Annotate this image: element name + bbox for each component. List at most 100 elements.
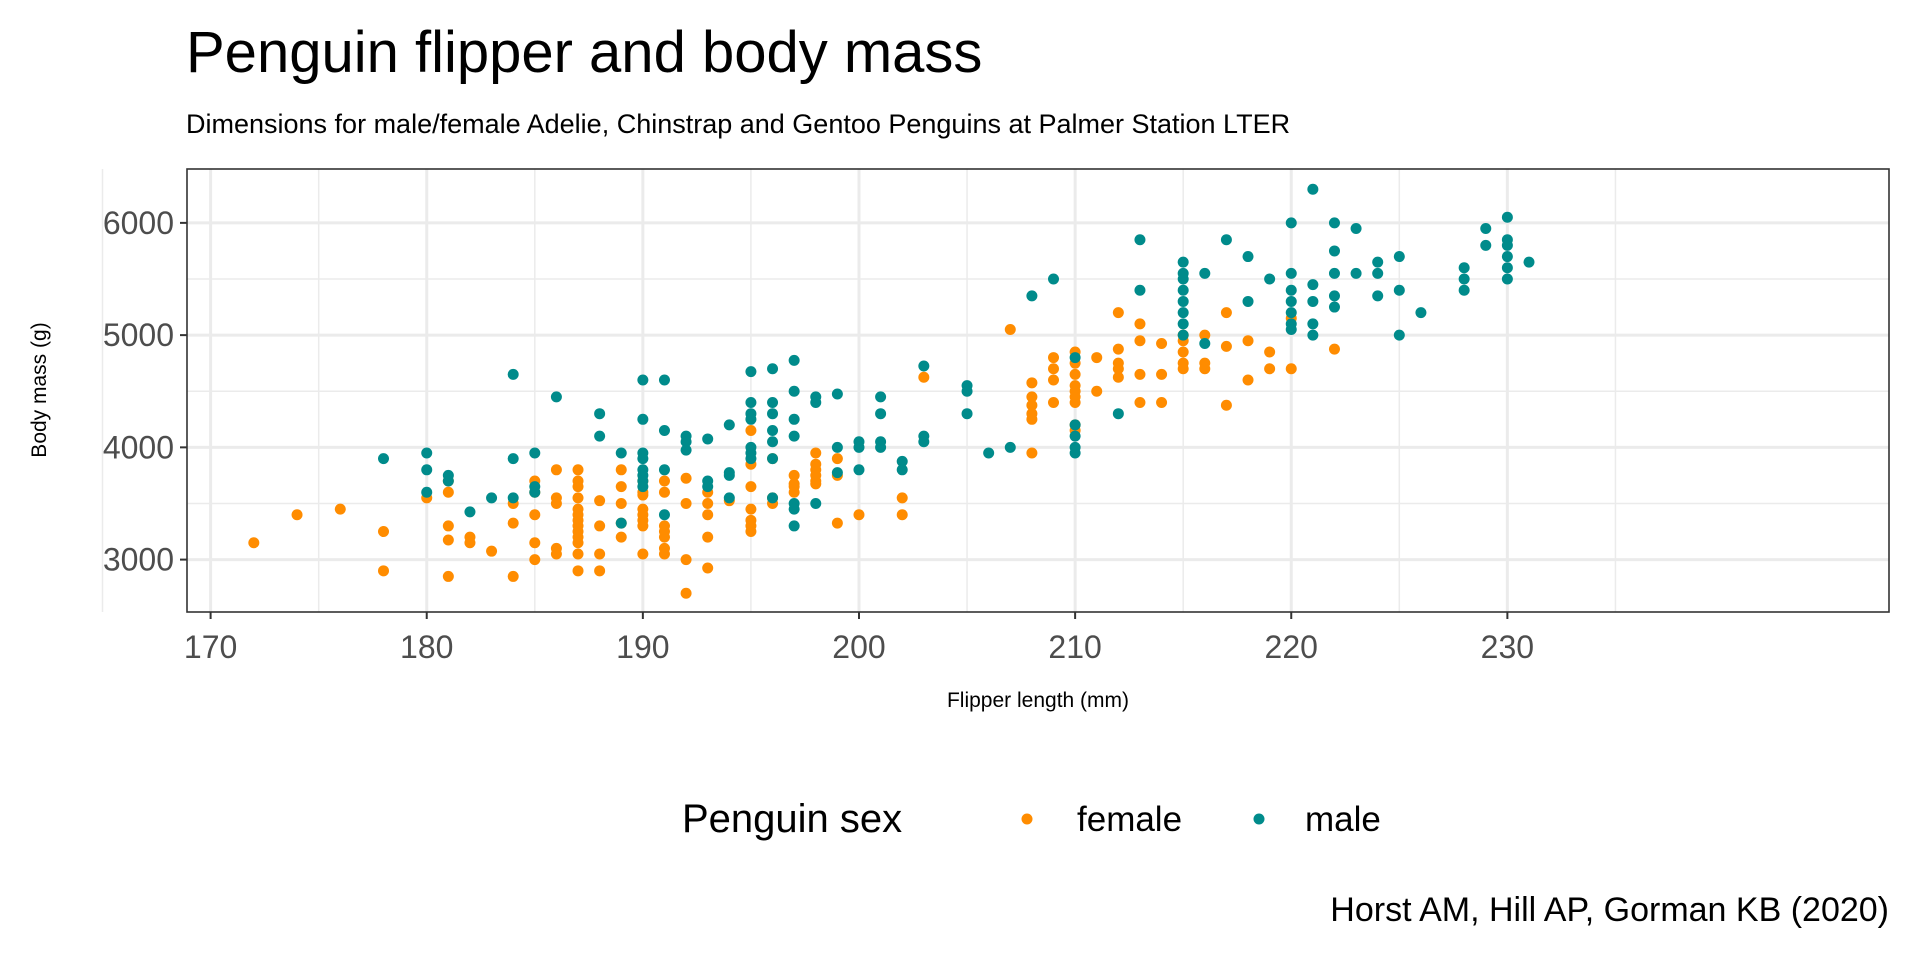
point-male [853, 464, 865, 476]
point-female [702, 497, 714, 509]
point-female [529, 509, 541, 521]
point-female [1264, 363, 1276, 375]
point-female [1026, 447, 1038, 459]
legend-label-male: male [1305, 800, 1381, 839]
point-female [594, 565, 606, 577]
point-male [723, 419, 735, 431]
plot-panel-border [186, 168, 1890, 613]
point-female [464, 537, 476, 549]
point-male [1220, 234, 1232, 246]
point-female [1091, 352, 1103, 364]
point-female [1242, 335, 1254, 347]
point-female [680, 472, 692, 484]
point-male [745, 413, 757, 425]
point-male [1199, 267, 1211, 279]
point-female [1048, 352, 1060, 364]
y-tick-label: 6000 [103, 205, 174, 241]
point-female [1048, 374, 1060, 386]
point-female [378, 565, 390, 577]
point-female [486, 545, 498, 557]
data-points [248, 183, 1535, 599]
point-male [1264, 273, 1276, 285]
point-male [594, 408, 606, 420]
point-male [875, 441, 887, 453]
point-female [1069, 368, 1081, 380]
point-female [1264, 346, 1276, 358]
point-male [1307, 329, 1319, 341]
point-male [1177, 273, 1189, 285]
caption: Horst AM, Hill AP, Gorman KB (2020) [1330, 891, 1889, 929]
point-female [1134, 368, 1146, 380]
point-male [831, 388, 843, 400]
point-male [1285, 307, 1297, 319]
point-female [680, 587, 692, 599]
legend-key-female [1021, 813, 1033, 825]
point-male [1177, 256, 1189, 268]
point-female [1220, 307, 1232, 319]
legend: Penguin sex female male [682, 797, 1381, 841]
point-female [529, 554, 541, 566]
point-male [831, 467, 843, 479]
point-female [1242, 374, 1254, 386]
point-male [1501, 273, 1513, 285]
point-female [702, 562, 714, 574]
point-male [1523, 256, 1535, 268]
point-female [1026, 413, 1038, 425]
point-male [442, 475, 454, 487]
point-male [1199, 338, 1211, 350]
point-male [788, 430, 800, 442]
point-male [1307, 318, 1319, 330]
point-female [1112, 343, 1124, 355]
point-female [1199, 363, 1211, 375]
point-male [961, 385, 973, 397]
point-male [1069, 419, 1081, 431]
point-male [507, 453, 519, 465]
point-female [594, 495, 606, 507]
point-male [615, 447, 627, 459]
point-female [745, 526, 757, 538]
point-male [745, 366, 757, 378]
legend-label-female: female [1077, 800, 1182, 839]
point-male [875, 408, 887, 420]
point-male [529, 486, 541, 498]
point-female [572, 481, 584, 493]
point-female [378, 526, 390, 538]
point-female [594, 520, 606, 532]
point-female [788, 486, 800, 498]
point-female [550, 548, 562, 560]
point-female [1220, 399, 1232, 411]
point-male [1285, 324, 1297, 336]
point-female [1112, 363, 1124, 375]
point-male [983, 447, 995, 459]
point-male [767, 425, 779, 437]
point-male [1501, 239, 1513, 251]
point-female [680, 497, 692, 509]
point-male [378, 453, 390, 465]
point-female [702, 531, 714, 543]
point-male [1177, 329, 1189, 341]
point-male [1285, 267, 1297, 279]
point-female [1091, 385, 1103, 397]
point-male [1393, 329, 1405, 341]
point-female [442, 570, 454, 582]
y-tick-label: 4000 [103, 429, 174, 465]
point-male [896, 455, 908, 467]
point-female [442, 486, 454, 498]
x-axis: 170 180 190 200 210 220 230 [184, 612, 1534, 665]
point-female [658, 486, 670, 498]
point-male [507, 368, 519, 380]
point-male [658, 464, 670, 476]
point-male [1285, 217, 1297, 229]
point-female [442, 534, 454, 546]
point-female [896, 492, 908, 504]
point-female [291, 509, 303, 521]
point-male [1004, 441, 1016, 453]
point-female [615, 531, 627, 543]
point-male [1415, 307, 1427, 319]
point-female [1112, 307, 1124, 319]
point-female [615, 464, 627, 476]
point-male [1242, 251, 1254, 263]
point-female [334, 503, 346, 515]
point-male [853, 441, 865, 453]
point-female [248, 537, 260, 549]
